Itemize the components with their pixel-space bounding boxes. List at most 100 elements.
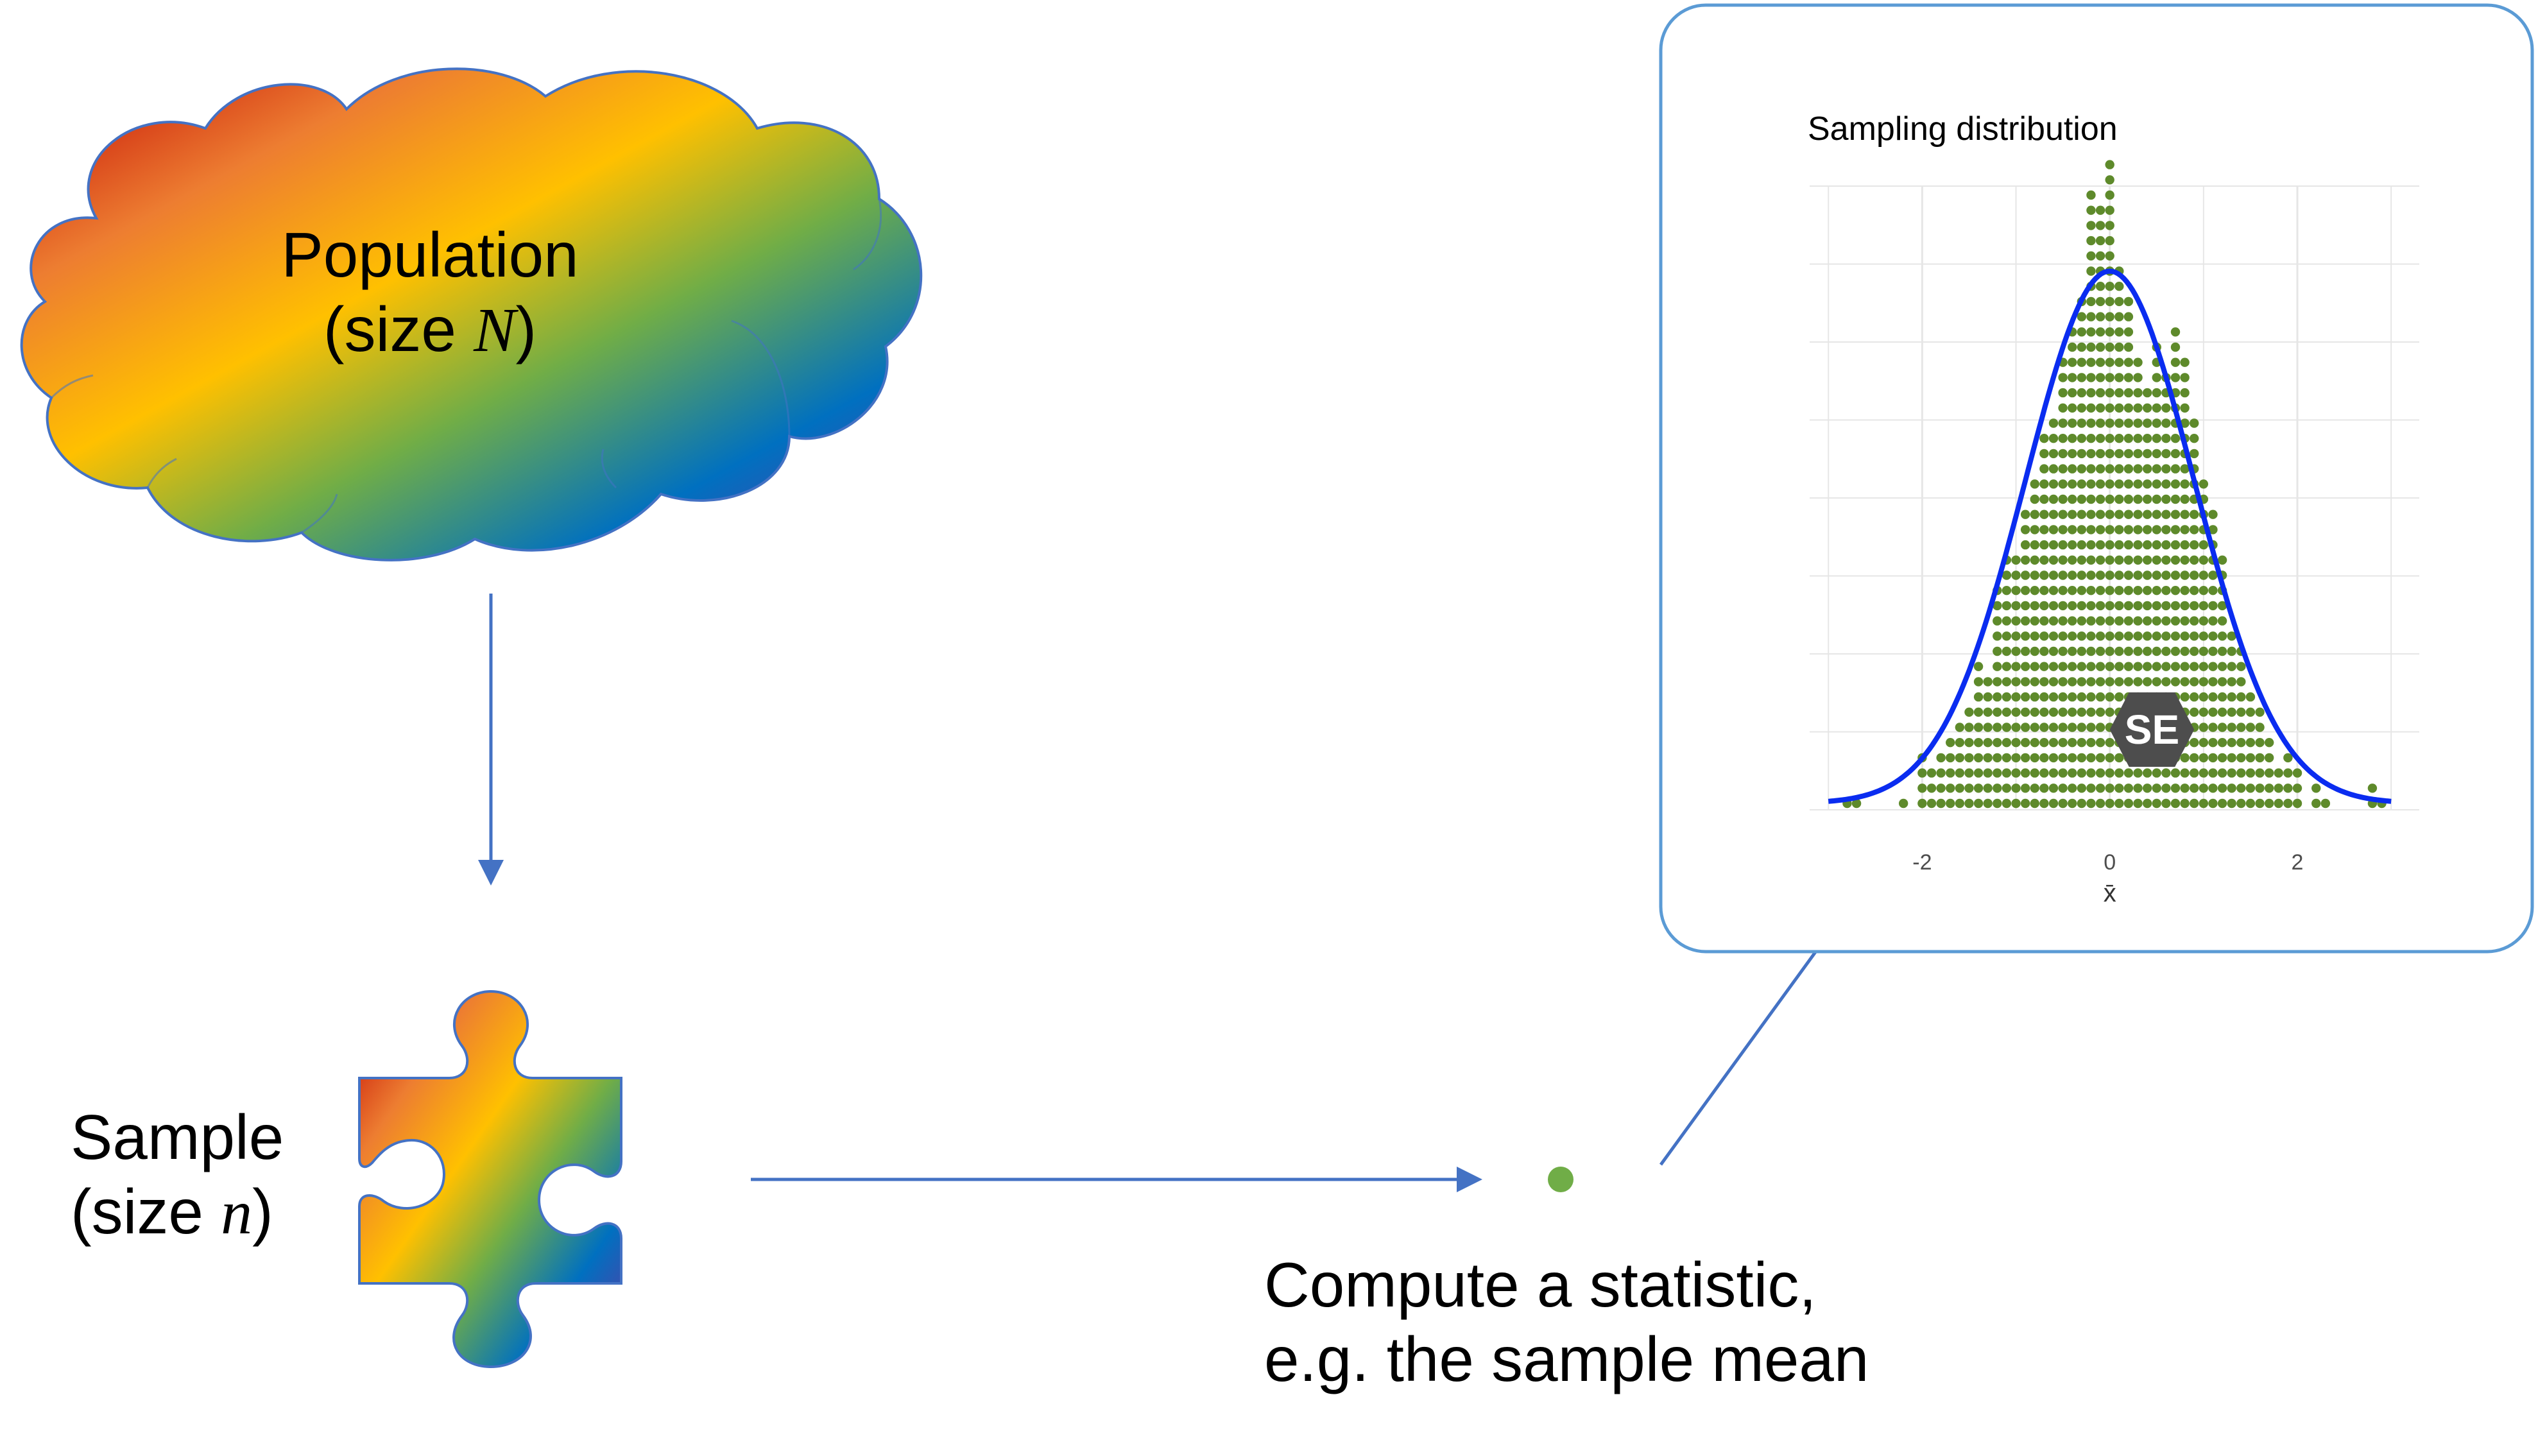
data-dot: [2030, 798, 2039, 809]
data-dot: [2086, 388, 2096, 398]
data-dot: [2048, 479, 2059, 489]
data-dot: [2199, 586, 2209, 595]
data-dot: [2180, 646, 2190, 656]
data-dot: [2161, 555, 2171, 565]
data-dot: [2086, 373, 2096, 382]
data-dot: [2068, 479, 2077, 489]
data-dot: [2190, 586, 2199, 595]
data-dot: [2095, 434, 2105, 443]
x-tick-label: 2: [2292, 850, 2304, 875]
data-dot: [2095, 373, 2105, 382]
data-dot: [2190, 768, 2199, 778]
data-dot: [2058, 677, 2068, 687]
data-dot: [2180, 631, 2190, 641]
data-dot: [2190, 738, 2199, 748]
data-dot: [2077, 540, 2087, 550]
data-dot: [2133, 418, 2143, 428]
data-dot: [2002, 753, 2012, 763]
data-dot: [2058, 403, 2068, 413]
data-dot: [2086, 266, 2096, 276]
data-dot: [2264, 738, 2274, 748]
data-dot: [2123, 388, 2134, 398]
data-dot: [2227, 784, 2236, 793]
data-dot: [2068, 342, 2077, 352]
data-dot: [2039, 449, 2049, 459]
data-dot: [2105, 768, 2114, 778]
data-dot: [2030, 707, 2039, 717]
population-label: Population (size N): [231, 218, 629, 368]
data-dot: [2002, 692, 2012, 702]
data-dot: [1917, 768, 1927, 778]
data-dot: [1973, 692, 1984, 702]
data-dot: [2180, 555, 2190, 565]
data-dot: [2199, 601, 2209, 611]
data-dot: [2199, 555, 2209, 565]
data-dot: [2058, 798, 2068, 809]
data-dot: [2095, 494, 2105, 504]
data-dot: [2217, 768, 2227, 778]
data-dot: [2077, 784, 2087, 793]
data-dot: [2048, 601, 2059, 611]
data-dot: [2077, 464, 2087, 474]
data-dot: [2058, 449, 2068, 459]
data-dot: [2077, 662, 2087, 671]
data-dot: [2030, 784, 2039, 793]
data-dot: [2161, 510, 2171, 519]
data-dot: [1946, 738, 1955, 748]
data-dot: [2208, 738, 2218, 748]
data-dot: [2077, 312, 2087, 321]
data-dot: [2255, 798, 2265, 809]
data-dot: [2190, 570, 2199, 580]
data-dot: [2058, 753, 2068, 763]
data-dot: [2048, 570, 2059, 580]
data-dot: [2123, 449, 2134, 459]
data-dot: [2105, 373, 2114, 382]
data-dot: [2217, 723, 2227, 732]
data-dot: [2190, 707, 2199, 717]
data-dot: [2180, 798, 2190, 809]
data-dot: [2217, 662, 2227, 671]
data-dot: [2199, 677, 2209, 687]
data-dot: [2011, 784, 2021, 793]
data-dot: [2011, 662, 2021, 671]
data-dot: [2114, 327, 2124, 337]
data-dot: [2030, 692, 2039, 702]
data-dot: [2114, 570, 2124, 580]
data-dot: [2086, 190, 2096, 200]
data-dot: [2077, 555, 2087, 565]
data-dot: [2095, 510, 2105, 519]
data-dot: [2002, 738, 2012, 748]
data-dot: [2086, 616, 2096, 626]
se-label: SE: [2125, 707, 2179, 753]
data-dot: [2123, 798, 2134, 809]
data-dot: [2180, 586, 2190, 595]
data-dot: [2152, 540, 2161, 550]
data-dot: [1973, 798, 1984, 809]
normal-curve: [1828, 268, 2392, 804]
data-dot: [2133, 357, 2143, 367]
data-dot: [2011, 677, 2021, 687]
data-dot: [2105, 525, 2114, 535]
data-dot: [2011, 768, 2021, 778]
sample-title: Sample: [71, 1102, 284, 1172]
data-dot: [2161, 418, 2171, 428]
data-dot: [2030, 555, 2039, 565]
data-dot: [2077, 570, 2087, 580]
data-dot: [1983, 768, 1993, 778]
data-dot: [2190, 555, 2199, 565]
data-dot: [2245, 798, 2256, 809]
data-dot: [2190, 418, 2199, 428]
data-dot: [2245, 784, 2256, 793]
data-dot: [2133, 570, 2143, 580]
data-dot: [1946, 768, 1955, 778]
data-dot: [1973, 723, 1984, 732]
data-dot: [2142, 784, 2152, 793]
data-dot: [2133, 784, 2143, 793]
data-dot: [2180, 403, 2190, 413]
data-dot: [2068, 798, 2077, 809]
data-dot: [2133, 646, 2143, 656]
data-dot: [2105, 464, 2114, 474]
data-dot: [2068, 768, 2077, 778]
data-dot: [2208, 677, 2218, 687]
x-axis-ticks: -2 0 2: [1912, 850, 2303, 875]
